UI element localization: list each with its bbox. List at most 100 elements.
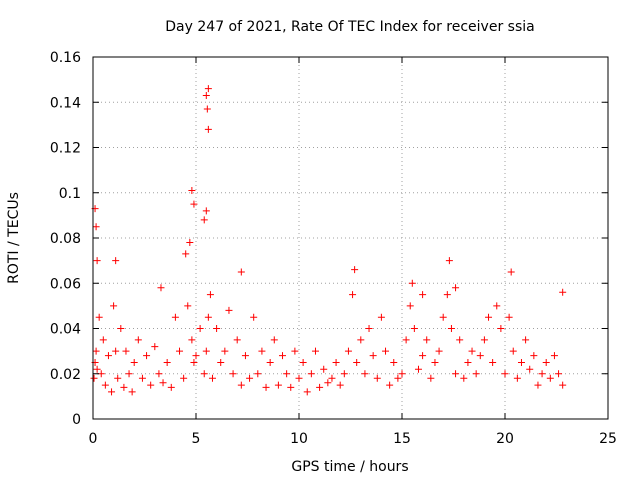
data-point <box>92 347 100 355</box>
data-point <box>509 347 517 355</box>
data-point <box>204 313 212 321</box>
data-point <box>171 313 179 321</box>
data-point <box>279 352 287 360</box>
data-point <box>95 313 103 321</box>
data-point <box>237 381 245 389</box>
data-point <box>254 370 262 378</box>
data-point <box>351 266 359 274</box>
data-point <box>270 336 278 344</box>
data-point <box>550 352 558 360</box>
data-point <box>336 381 344 389</box>
data-point <box>480 336 488 344</box>
data-point <box>108 388 116 396</box>
data-point <box>472 370 480 378</box>
data-point <box>217 358 225 366</box>
data-point <box>157 284 165 292</box>
data-point <box>287 383 295 391</box>
data-point <box>159 379 167 387</box>
y-tick-label: 0.14 <box>50 95 81 111</box>
data-point <box>386 381 394 389</box>
data-point <box>349 291 357 299</box>
y-tick-label: 0.12 <box>50 141 81 157</box>
data-point <box>125 370 133 378</box>
data-point <box>452 284 460 292</box>
data-point <box>266 358 274 366</box>
y-tick-label: 0.06 <box>50 276 81 292</box>
data-point <box>99 336 107 344</box>
data-point <box>445 257 453 265</box>
data-point <box>262 383 270 391</box>
data-point <box>295 374 303 382</box>
data-point <box>365 325 373 332</box>
x-tick-label: 0 <box>89 431 98 447</box>
data-point <box>299 358 307 366</box>
x-tick-label: 15 <box>393 431 411 447</box>
data-point <box>204 125 212 133</box>
data-point <box>241 352 249 360</box>
data-point <box>464 358 472 366</box>
data-point <box>542 358 550 366</box>
data-point <box>283 370 291 378</box>
x-tick-label: 25 <box>599 431 617 447</box>
data-point <box>559 381 567 389</box>
data-point <box>546 374 554 382</box>
data-point <box>361 370 369 378</box>
data-point <box>320 365 328 373</box>
y-tick-label: 0.1 <box>59 186 81 202</box>
axis-ticks: 0 0.02 0.04 0.06 0.08 0.1 0.12 0.14 0.16 0 5 10 15 20… <box>50 50 617 447</box>
data-point <box>497 325 505 332</box>
data-point <box>225 306 233 314</box>
data-point <box>134 336 142 344</box>
data-point <box>190 358 198 366</box>
data-point <box>120 383 128 391</box>
data-point <box>202 347 210 355</box>
data-point <box>163 358 171 366</box>
data-point <box>237 268 245 276</box>
y-axis-label: ROTI / TECUs <box>6 192 22 284</box>
data-point <box>274 381 282 389</box>
grid <box>93 57 608 419</box>
data-point <box>402 336 410 344</box>
data-point <box>526 365 534 373</box>
data-point <box>507 268 515 276</box>
data-point <box>176 347 184 355</box>
data-point <box>200 370 208 378</box>
data-point <box>258 347 266 355</box>
data-point <box>390 358 398 366</box>
data-point <box>501 370 509 378</box>
data-points <box>90 85 567 396</box>
data-point <box>190 200 198 208</box>
data-point <box>208 374 216 382</box>
x-tick-label: 20 <box>496 431 514 447</box>
data-point <box>443 291 451 299</box>
data-point <box>90 374 98 382</box>
data-point <box>530 352 538 360</box>
y-tick-label: 0.16 <box>50 50 81 66</box>
data-point <box>559 288 567 296</box>
data-point <box>485 313 493 321</box>
data-point <box>206 291 214 299</box>
data-point <box>112 257 120 265</box>
data-point <box>460 374 468 382</box>
data-point <box>167 383 175 391</box>
data-point <box>435 347 443 355</box>
data-point <box>250 313 258 321</box>
data-point <box>101 381 109 389</box>
data-point <box>538 370 546 378</box>
data-point <box>489 358 497 366</box>
data-point <box>307 370 315 378</box>
data-point <box>114 374 122 382</box>
data-point <box>104 352 112 360</box>
data-point <box>328 374 336 382</box>
data-point <box>369 352 377 360</box>
data-point <box>555 370 563 378</box>
plot-frame <box>92 56 609 420</box>
data-point <box>291 347 299 355</box>
data-point <box>110 302 118 310</box>
data-point <box>202 91 210 99</box>
data-point <box>406 302 414 310</box>
data-point <box>221 347 229 355</box>
data-point <box>188 336 196 344</box>
data-point <box>456 336 464 344</box>
data-point <box>151 343 159 351</box>
